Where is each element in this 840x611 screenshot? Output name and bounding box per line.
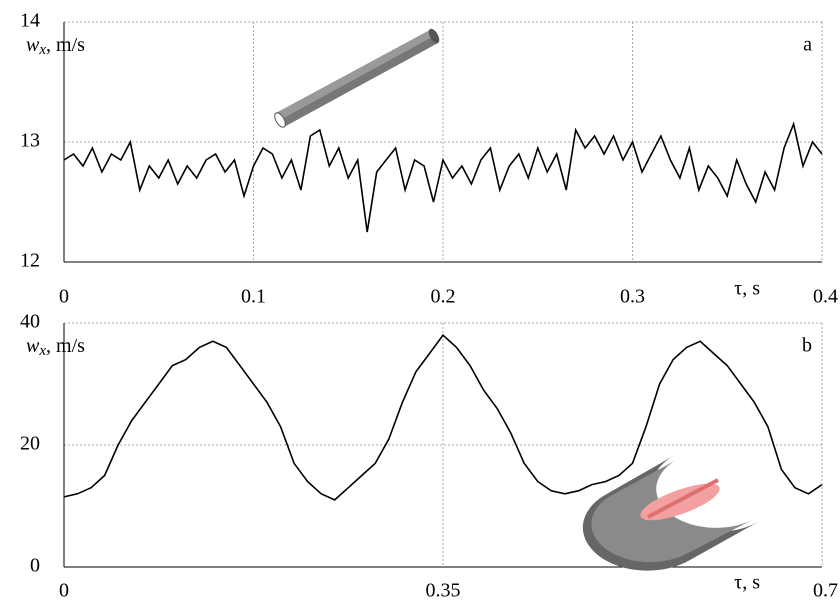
y-axis-label-part: , m/s — [46, 335, 85, 357]
panel-label: b — [802, 335, 812, 357]
x-tick-label: 0.7 — [813, 580, 838, 602]
x-tick-label: 0 — [59, 580, 69, 602]
y-tick-label: 14 — [20, 10, 40, 32]
y-tick-label: 0 — [30, 555, 40, 577]
y-tick-label: 12 — [20, 250, 40, 272]
x-tick-label: 0 — [59, 286, 69, 308]
y-axis-label-part: w — [26, 335, 40, 357]
x-axis-label: τ, s — [734, 572, 760, 594]
x-tick-label: 0.4 — [813, 286, 838, 308]
y-axis-label-part: w — [26, 34, 40, 56]
y-axis-label: wx, m/s — [26, 34, 85, 59]
y-tick-label: 20 — [20, 433, 40, 455]
data-line — [63, 121, 823, 233]
y-tick-label: 40 — [20, 311, 40, 333]
y-axis-label: wx, m/s — [26, 335, 85, 360]
x-tick-label: 0.35 — [426, 580, 461, 602]
panel-label: a — [803, 34, 812, 56]
x-tick-label: 0.2 — [431, 286, 456, 308]
y-axis-label-part: , m/s — [46, 34, 85, 56]
y-axis-label-part: x — [38, 343, 46, 359]
pipe-icon — [274, 28, 440, 128]
y-axis-label-part: x — [38, 42, 46, 58]
data-line — [63, 334, 823, 501]
x-tick-label: 0.1 — [241, 286, 266, 308]
x-tick-label: 0.3 — [620, 286, 645, 308]
x-axis-label: τ, s — [734, 278, 760, 300]
blade-icon — [582, 455, 758, 571]
y-tick-label: 13 — [20, 130, 40, 152]
